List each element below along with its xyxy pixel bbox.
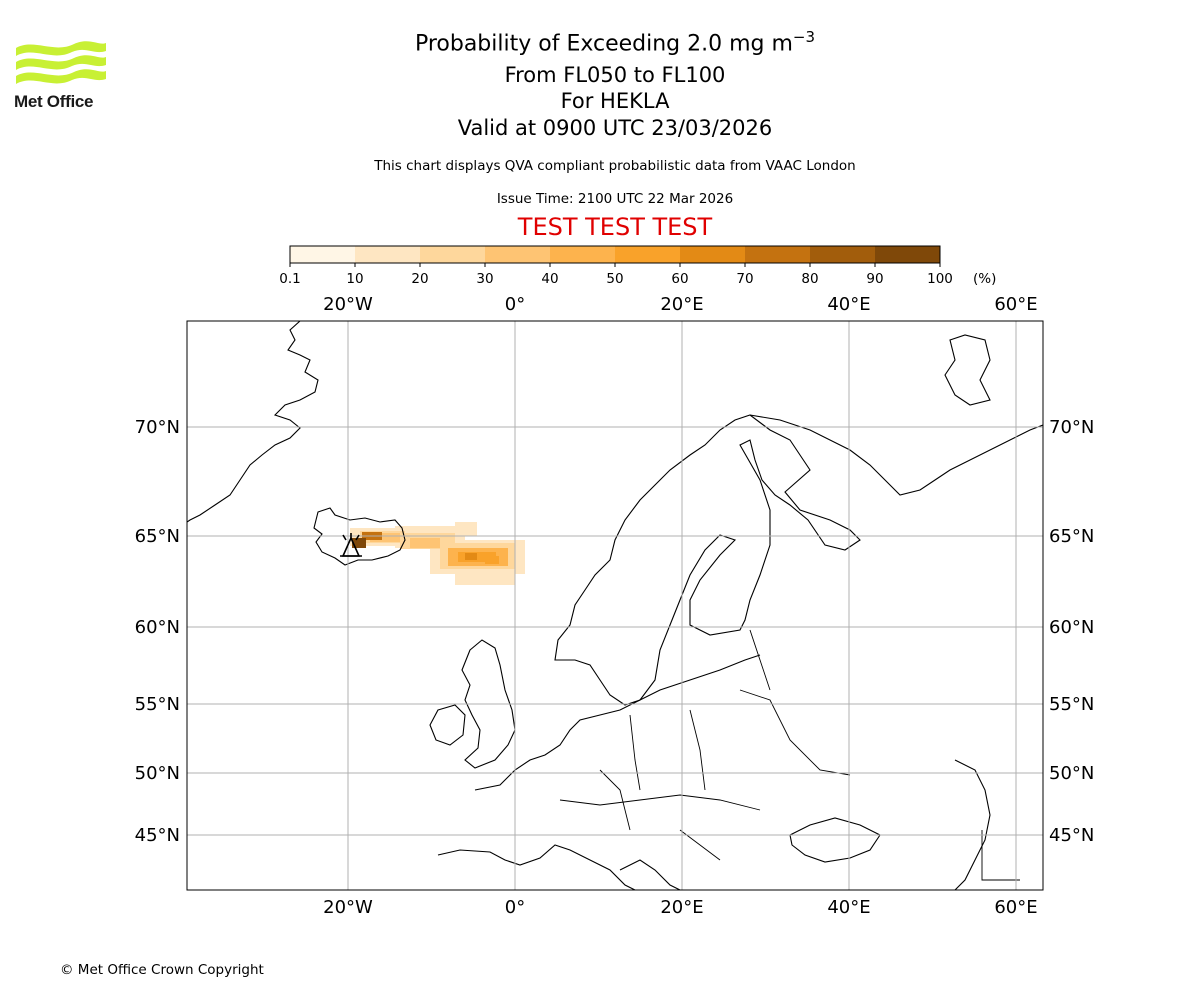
lon-label-bottom: 20°E xyxy=(660,897,703,918)
colorbar-unit: (%) xyxy=(973,271,996,287)
lon-label-top: 20°E xyxy=(660,294,703,315)
kola-coast xyxy=(749,414,1043,496)
colorbar-tick-label: 10 xyxy=(346,271,363,287)
iberia-france-coast xyxy=(437,844,636,890)
valid-time: Valid at 0900 UTC 23/03/2026 xyxy=(457,116,773,140)
continental-coast xyxy=(474,654,761,791)
colorbar-segment xyxy=(420,246,486,263)
met-office-logo xyxy=(16,41,106,84)
lat-label-left: 60°N xyxy=(135,617,180,638)
lat-label-left: 50°N xyxy=(135,763,180,784)
colorbar-tick-label: 90 xyxy=(866,271,883,287)
chart-title: Probability of Exceeding 2.0 mg m−3 xyxy=(300,28,930,56)
title-text: Probability of Exceeding 2.0 mg m xyxy=(414,31,793,57)
colorbar-tick-label: 0.1 xyxy=(279,271,300,287)
colorbar-tick-label: 100 xyxy=(927,271,953,287)
graticule xyxy=(187,321,1043,890)
colorbar-segment xyxy=(290,246,356,263)
lon-label-top: 0° xyxy=(505,294,525,315)
flight-levels: From FL050 to FL100 xyxy=(504,63,726,87)
colorbar-segment xyxy=(485,246,551,263)
lat-label-right: 65°N xyxy=(1049,526,1094,547)
ash-probability-plume xyxy=(350,522,525,585)
italy-coast xyxy=(619,859,681,890)
lat-label-left: 70°N xyxy=(135,417,180,438)
map-area xyxy=(187,321,1043,890)
ireland-coast xyxy=(429,704,466,746)
lon-label-top: 40°E xyxy=(827,294,870,315)
greenland-coast xyxy=(187,321,319,523)
lat-label-right: 55°N xyxy=(1049,694,1094,715)
volcano-name: For HEKLA xyxy=(560,89,670,113)
lat-label-left: 65°N xyxy=(135,526,180,547)
colorbar-tick-label: 30 xyxy=(476,271,493,287)
colorbar-segment xyxy=(550,246,616,263)
lon-label-bottom: 0° xyxy=(505,897,525,918)
title-exponent: −3 xyxy=(792,28,816,46)
map-frame xyxy=(186,320,1044,891)
test-banner: TEST TEST TEST xyxy=(517,213,713,241)
black-sea-coast xyxy=(789,817,881,863)
issue-time: Issue Time: 2100 UTC 22 Mar 2026 xyxy=(496,191,734,207)
axis-labels: 20°W 20°W 0° 0° 20°E 20°E 40°E 40°E 60°E 60°E 70°N… xyxy=(135,294,1095,918)
colorbar-segment xyxy=(875,246,941,263)
colorbar-segment xyxy=(810,246,876,263)
colorbar-tick-label: 50 xyxy=(606,271,623,287)
lon-label-bottom: 60°E xyxy=(994,897,1037,918)
colorbar-segment xyxy=(680,246,746,263)
colorbar-tick-label: 20 xyxy=(411,271,428,287)
logo-text: Met Office xyxy=(14,92,94,111)
chart-description: This chart displays QVA compliant probab… xyxy=(374,158,856,174)
colorbar-segment xyxy=(745,246,811,263)
iceland-coast xyxy=(313,507,406,566)
colorbar-segment xyxy=(355,246,421,263)
lat-label-left: 55°N xyxy=(135,694,180,715)
volcano-marker xyxy=(340,533,362,557)
country-borders xyxy=(559,629,1020,881)
lat-label-left: 45°N xyxy=(135,825,180,846)
lon-label-bottom: 20°W xyxy=(323,897,373,918)
map-background xyxy=(187,321,1043,890)
lat-label-right: 60°N xyxy=(1049,617,1094,638)
lat-label-right: 45°N xyxy=(1049,825,1094,846)
lon-label-top: 20°W xyxy=(323,294,373,315)
great-britain-coast xyxy=(461,639,516,769)
lat-label-right: 50°N xyxy=(1049,763,1094,784)
colorbar-tick-label: 60 xyxy=(671,271,688,287)
novaya-zemlya-coast xyxy=(944,334,991,406)
colorbar-tick-label: 70 xyxy=(736,271,753,287)
colorbar: 0.1 10 20 30 40 50 60 70 80 90 100 (%) xyxy=(279,245,996,287)
colorbar-tick-label: 40 xyxy=(541,271,558,287)
lon-label-top: 60°E xyxy=(994,294,1037,315)
lat-label-right: 70°N xyxy=(1049,417,1094,438)
colorbar-tick-label: 80 xyxy=(801,271,818,287)
colorbar-segment xyxy=(615,246,681,263)
copyright: © Met Office Crown Copyright xyxy=(60,962,264,978)
lon-label-bottom: 40°E xyxy=(827,897,870,918)
